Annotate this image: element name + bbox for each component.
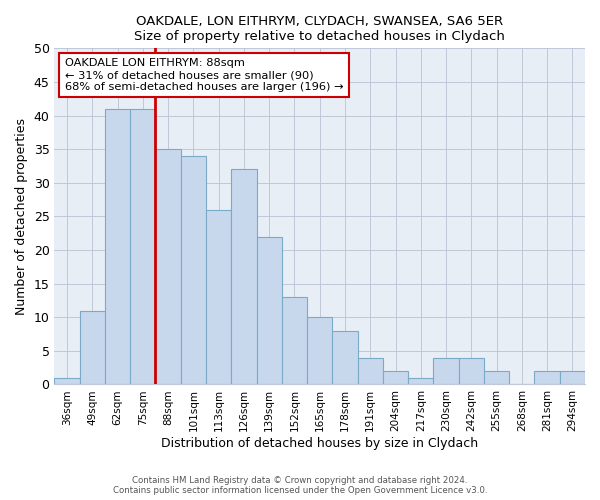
Title: OAKDALE, LON EITHRYM, CLYDACH, SWANSEA, SA6 5ER
Size of property relative to det: OAKDALE, LON EITHRYM, CLYDACH, SWANSEA, … xyxy=(134,15,505,43)
Bar xyxy=(560,371,585,384)
Bar xyxy=(458,358,484,384)
Bar xyxy=(383,371,408,384)
Bar xyxy=(105,109,130,384)
Bar xyxy=(484,371,509,384)
Text: Contains HM Land Registry data © Crown copyright and database right 2024.
Contai: Contains HM Land Registry data © Crown c… xyxy=(113,476,487,495)
Bar xyxy=(130,109,155,384)
Bar xyxy=(80,310,105,384)
Bar xyxy=(332,330,358,384)
Bar xyxy=(535,371,560,384)
Bar xyxy=(55,378,80,384)
Bar xyxy=(358,358,383,384)
Bar xyxy=(408,378,433,384)
Bar xyxy=(181,156,206,384)
Bar xyxy=(257,236,282,384)
Bar xyxy=(307,317,332,384)
Text: OAKDALE LON EITHRYM: 88sqm
← 31% of detached houses are smaller (90)
68% of semi: OAKDALE LON EITHRYM: 88sqm ← 31% of deta… xyxy=(65,58,344,92)
Bar xyxy=(231,170,257,384)
X-axis label: Distribution of detached houses by size in Clydach: Distribution of detached houses by size … xyxy=(161,437,478,450)
Y-axis label: Number of detached properties: Number of detached properties xyxy=(15,118,28,315)
Bar xyxy=(155,149,181,384)
Bar xyxy=(433,358,458,384)
Bar xyxy=(282,297,307,384)
Bar xyxy=(206,210,231,384)
